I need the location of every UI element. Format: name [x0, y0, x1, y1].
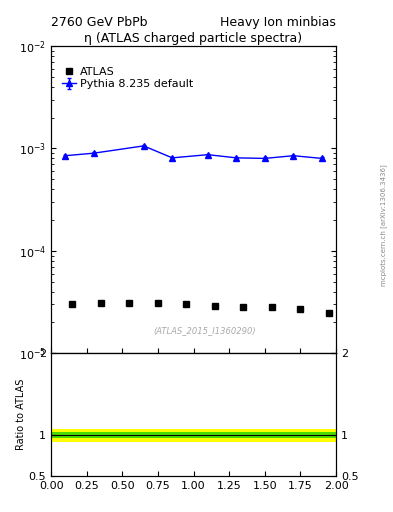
- Title: η (ATLAS charged particle spectra): η (ATLAS charged particle spectra): [84, 32, 303, 45]
- ATLAS: [213, 303, 217, 309]
- Legend: ATLAS, Pythia 8.235 default: ATLAS, Pythia 8.235 default: [62, 67, 193, 89]
- ATLAS: [327, 309, 331, 315]
- Y-axis label: Ratio to ATLAS: Ratio to ATLAS: [16, 379, 26, 451]
- ATLAS: [70, 302, 75, 308]
- ATLAS: [99, 300, 103, 306]
- ATLAS: [156, 300, 160, 306]
- Text: (ATLAS_2015_I1360290): (ATLAS_2015_I1360290): [154, 326, 256, 335]
- Text: Heavy Ion minbias: Heavy Ion minbias: [220, 16, 336, 29]
- ATLAS: [270, 304, 274, 310]
- Line: ATLAS: ATLAS: [69, 300, 332, 316]
- ATLAS: [298, 306, 303, 312]
- Text: mcplots.cern.ch [arXiv:1306.3436]: mcplots.cern.ch [arXiv:1306.3436]: [380, 164, 387, 286]
- ATLAS: [241, 304, 246, 310]
- ATLAS: [184, 301, 189, 307]
- ATLAS: [127, 300, 132, 306]
- Text: 2760 GeV PbPb: 2760 GeV PbPb: [51, 16, 148, 29]
